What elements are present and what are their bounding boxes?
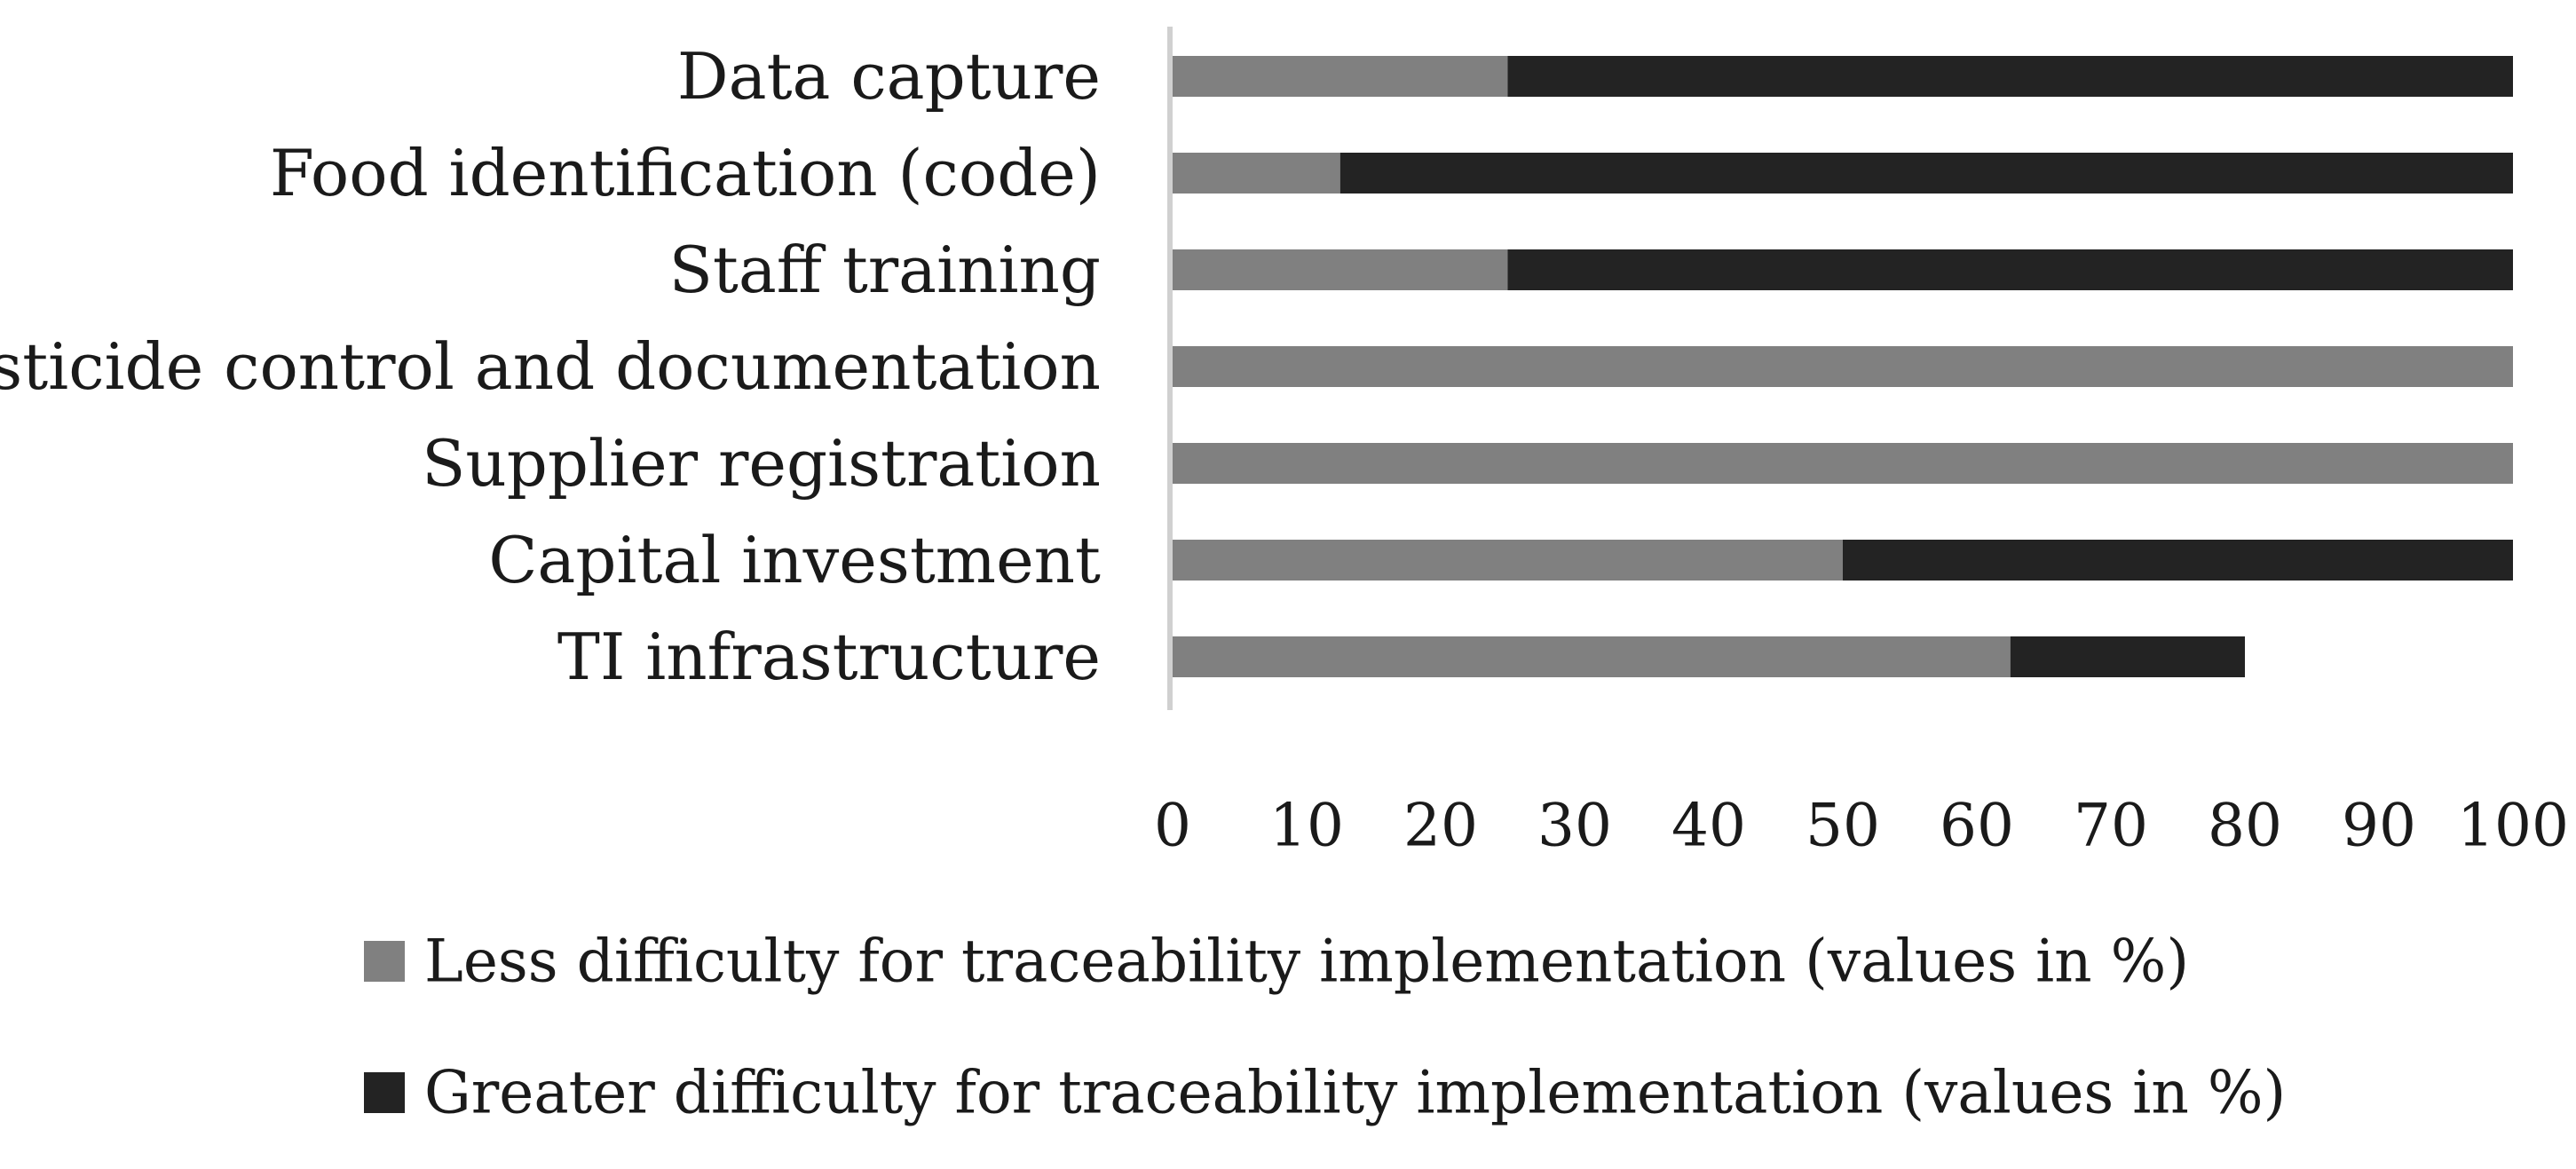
legend-swatch-less-difficulty	[364, 941, 405, 982]
bar-less-difficulty	[1173, 636, 2011, 677]
x-tick-label: 20	[1403, 792, 1478, 860]
x-tick-labels: 0 10 20 30 40 50 60 70 80 90 100	[1154, 792, 2569, 860]
x-tick-label: 40	[1671, 792, 1746, 860]
category-label: Supplier registration	[422, 426, 1101, 501]
category-label: Data capture	[677, 39, 1101, 114]
category-label: Capital investment	[488, 523, 1101, 597]
bar-greater-difficulty	[1339, 153, 2513, 194]
bar-less-difficulty	[1173, 56, 1508, 97]
x-tick-label: 70	[2074, 792, 2148, 860]
x-tick-label: 50	[1806, 792, 1880, 860]
legend-label: Less difficulty for traceability impleme…	[424, 928, 2189, 996]
x-tick-label: 100	[2457, 792, 2569, 860]
legend-label: Greater difficulty for traceability impl…	[424, 1059, 2286, 1127]
bar-less-difficulty	[1173, 346, 2513, 387]
x-tick-label: 30	[1537, 792, 1612, 860]
bar-greater-difficulty	[1843, 540, 2513, 581]
bars-group	[1173, 56, 2513, 677]
category-label: Staff training	[669, 233, 1101, 307]
category-label: TI infrastructure	[557, 620, 1101, 694]
x-tick-label: 60	[1940, 792, 2014, 860]
legend: Less difficulty for traceability impleme…	[364, 928, 2286, 1127]
category-labels: Data capture Food identification (code) St…	[0, 39, 1101, 694]
legend-swatch-greater-difficulty	[364, 1072, 405, 1113]
category-label: Food identification (code)	[270, 136, 1101, 210]
bar-less-difficulty	[1173, 540, 1843, 581]
bar-greater-difficulty	[1507, 56, 2513, 97]
x-tick-label: 80	[2208, 792, 2282, 860]
bar-less-difficulty	[1173, 443, 2513, 484]
x-tick-label: 0	[1154, 792, 1191, 860]
category-label: Pesticide control and documentation	[0, 329, 1101, 404]
bar-greater-difficulty	[2010, 636, 2245, 677]
x-tick-label: 90	[2342, 792, 2416, 860]
bar-less-difficulty	[1173, 153, 1340, 194]
x-tick-label: 10	[1269, 792, 1344, 860]
bar-less-difficulty	[1173, 249, 1508, 290]
bar-greater-difficulty	[1507, 249, 2513, 290]
